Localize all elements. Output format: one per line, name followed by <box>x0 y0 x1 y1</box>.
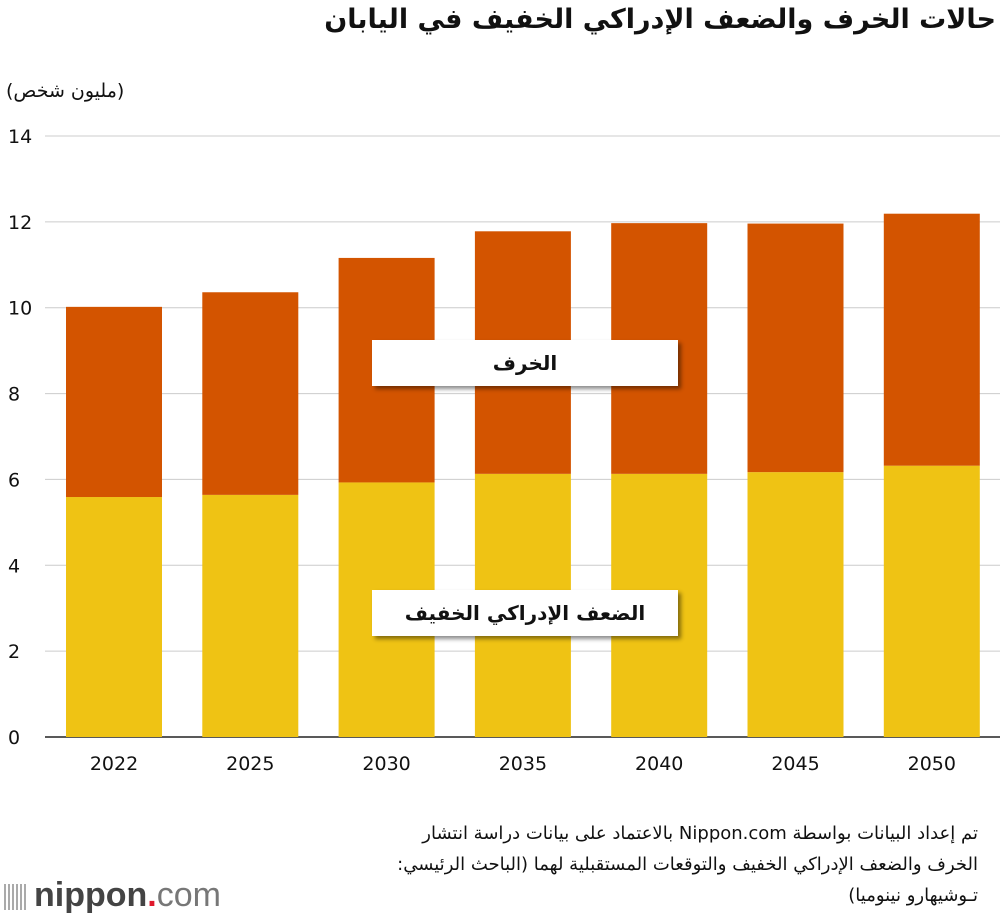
y-tick-label: 10 <box>8 298 32 320</box>
series-label-dementia: الخرف <box>372 340 678 386</box>
y-tick-label: 8 <box>8 384 20 406</box>
x-tick-label: 2040 <box>635 753 683 775</box>
source-line: تم إعداد البيانات بواسطة Nippon.com بالا… <box>422 823 978 844</box>
y-tick-label: 0 <box>8 727 20 749</box>
x-tick-label: 2045 <box>771 753 819 775</box>
x-tick-label: 2035 <box>499 753 547 775</box>
logo-bars-icon <box>4 884 26 911</box>
bar-dementia-2022 <box>66 306 162 498</box>
y-tick-label: 4 <box>8 555 20 577</box>
series-label-mci: الضعف الإدراكي الخفيف <box>372 590 678 636</box>
y-axis-unit: (مليون شخص) <box>6 80 125 102</box>
source-line: تـوشيهارو نينوميا) <box>848 885 978 906</box>
chart-plot: 0 2 4 6 8 10 12 14 2022 2025 2030 2035 2040 2045 2050 <box>8 126 1000 775</box>
y-tick-label: 14 <box>8 126 32 148</box>
y-tick-label: 2 <box>8 641 20 663</box>
bar-mci-2025 <box>202 494 299 737</box>
x-tick-label: 2030 <box>362 753 410 775</box>
bar-mci-2050 <box>883 465 980 737</box>
y-tick-label: 12 <box>8 212 32 234</box>
x-tick-label: 2022 <box>90 753 138 775</box>
source-note: تم إعداد البيانات بواسطة Nippon.com بالا… <box>397 818 978 911</box>
source-line: الخرف والضعف الإدراكي الخفيف والتوقعات ا… <box>397 854 978 875</box>
bar-dementia-2050 <box>883 213 980 466</box>
bar-dementia-2025 <box>202 292 299 495</box>
y-tick-label: 6 <box>8 469 20 491</box>
bar-dementia-2045 <box>747 223 844 473</box>
x-tick-label: 2025 <box>226 753 274 775</box>
chart-title: حالات الخرف والضعف الإدراكي الخفيف في ال… <box>324 4 996 35</box>
x-tick-label: 2050 <box>908 753 956 775</box>
bar-mci-2022 <box>66 497 162 737</box>
bar-mci-2045 <box>747 472 844 737</box>
nippon-logo: nippon.com <box>4 876 221 915</box>
